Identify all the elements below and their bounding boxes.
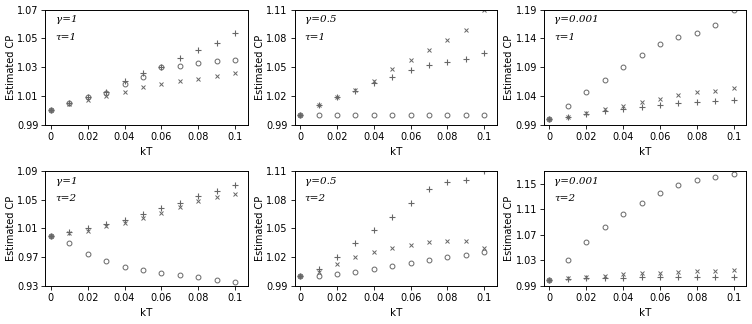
Y-axis label: Estimated CP: Estimated CP — [255, 196, 265, 261]
Text: γ=0.001: γ=0.001 — [554, 177, 599, 186]
X-axis label: kT: kT — [639, 308, 651, 318]
Text: τ=1: τ=1 — [56, 33, 77, 41]
Text: τ=2: τ=2 — [554, 194, 575, 203]
Text: γ=0.001: γ=0.001 — [554, 15, 599, 24]
Text: τ=1: τ=1 — [554, 33, 575, 41]
Y-axis label: Estimated CP: Estimated CP — [5, 34, 16, 100]
Text: τ=2: τ=2 — [305, 194, 326, 203]
X-axis label: kT: kT — [390, 308, 402, 318]
Text: γ=1: γ=1 — [56, 177, 77, 186]
Text: γ=1: γ=1 — [56, 15, 77, 24]
Text: τ=2: τ=2 — [56, 194, 77, 203]
Y-axis label: Estimated CP: Estimated CP — [504, 196, 514, 261]
X-axis label: kT: kT — [141, 147, 153, 157]
Y-axis label: Estimated CP: Estimated CP — [5, 196, 16, 261]
Y-axis label: Estimated CP: Estimated CP — [505, 34, 514, 100]
X-axis label: kT: kT — [390, 147, 402, 157]
Text: γ=0.5: γ=0.5 — [305, 177, 336, 186]
Text: τ=1: τ=1 — [305, 33, 326, 41]
Text: γ=0.5: γ=0.5 — [305, 15, 336, 24]
X-axis label: kT: kT — [141, 308, 153, 318]
X-axis label: kT: kT — [639, 147, 651, 157]
Y-axis label: Estimated CP: Estimated CP — [255, 34, 265, 100]
